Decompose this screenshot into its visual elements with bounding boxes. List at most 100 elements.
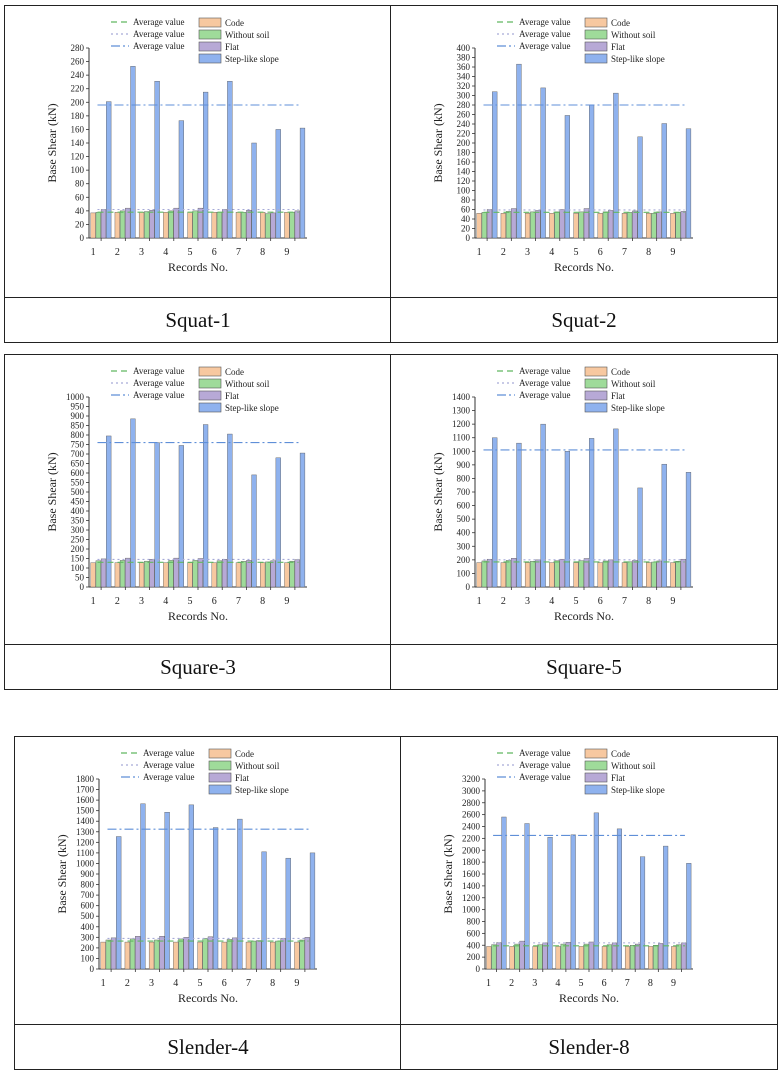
legend-bar-swatch <box>198 41 222 52</box>
legend-label: Step-like slope <box>611 54 665 64</box>
bar <box>524 213 531 239</box>
y-tick-label: 120 <box>71 152 85 162</box>
bar <box>680 558 686 588</box>
legend-label: Step-like slope <box>611 785 665 795</box>
y-tick-label: 400 <box>457 528 471 538</box>
y-tick-label: 1100 <box>76 848 94 858</box>
legend-label: Flat <box>225 42 240 52</box>
y-tick-label: 800 <box>467 917 481 927</box>
legend-bar-swatch <box>208 748 232 759</box>
y-tick-label: 700 <box>71 449 85 459</box>
legend-label: Average value <box>133 378 185 388</box>
legend-label: Code <box>225 18 244 28</box>
y-tick-label: 0 <box>466 233 471 243</box>
y-tick-label: 1800 <box>76 774 95 784</box>
bar <box>651 561 657 588</box>
x-tick-label: 9 <box>284 247 289 258</box>
y-tick-label: 160 <box>71 124 85 134</box>
y-tick-label: 3000 <box>462 786 481 796</box>
x-tick-label: 3 <box>139 596 144 607</box>
y-tick-label: 500 <box>71 487 85 497</box>
x-tick-label: 2 <box>509 978 514 989</box>
bar <box>90 212 96 239</box>
y-tick-label: 20 <box>461 224 471 234</box>
y-tick-label: 40 <box>75 206 85 216</box>
legend-bar-swatch <box>584 17 608 28</box>
bar <box>227 433 233 588</box>
bar <box>129 938 136 970</box>
chart-caption: Slender-4 <box>15 1024 401 1069</box>
bar <box>241 212 247 239</box>
x-tick-label: 7 <box>622 596 627 607</box>
bar <box>256 940 262 970</box>
bar <box>632 560 638 588</box>
bar <box>187 562 193 588</box>
bar-chart: 0204060801001201401601802002202402602803… <box>431 17 693 274</box>
y-tick-label: 120 <box>457 176 471 186</box>
chart-caption: Square-5 <box>391 644 777 689</box>
bar <box>119 210 126 239</box>
bar <box>559 558 565 588</box>
y-tick-label: 100 <box>457 568 471 578</box>
bar <box>481 212 487 239</box>
legend-label: Code <box>611 749 630 759</box>
y-tick-label: 400 <box>457 43 471 53</box>
x-tick-label: 5 <box>574 596 579 607</box>
bar <box>163 212 169 239</box>
bar <box>505 211 512 239</box>
bar <box>637 487 643 588</box>
bar <box>211 562 217 588</box>
bar <box>685 128 692 239</box>
legend-label: Code <box>225 367 244 377</box>
bar <box>653 945 659 970</box>
bar <box>658 943 664 970</box>
legend-label: Average value <box>519 748 571 758</box>
bar <box>110 937 117 970</box>
legend-bar-swatch <box>198 17 222 28</box>
legend-bar-swatch <box>584 402 608 413</box>
bar-chart: 0 20 40 60 80 100 120 140 160 180 200 220 240 260 280 1… <box>45 17 307 274</box>
bar <box>578 211 584 239</box>
bar <box>116 836 122 970</box>
y-tick-label: 1600 <box>462 869 481 879</box>
bar <box>496 942 502 970</box>
x-axis-label: Records No. <box>178 991 238 1005</box>
bar <box>640 856 646 970</box>
bar <box>197 941 203 970</box>
legend-label: Flat <box>225 391 240 401</box>
y-tick-label: 1400 <box>452 392 471 402</box>
legend-bar-swatch <box>584 748 608 759</box>
bar <box>149 559 155 588</box>
x-tick-label: 7 <box>622 247 627 258</box>
bar <box>524 823 530 970</box>
bar <box>670 213 676 239</box>
bar <box>542 942 548 970</box>
bar <box>100 209 107 239</box>
legend-label: Average value <box>133 366 185 376</box>
x-tick-label: 7 <box>236 247 241 258</box>
y-tick-label: 600 <box>81 901 95 911</box>
y-tick-label: 400 <box>467 940 481 950</box>
y-tick-label: 2600 <box>462 810 481 820</box>
y-tick-label: 600 <box>467 928 481 938</box>
x-tick-label: 2 <box>115 596 120 607</box>
bar <box>505 560 512 588</box>
y-tick-label: 340 <box>457 72 471 82</box>
y-tick-label: 300 <box>457 541 471 551</box>
y-tick-label: 280 <box>71 43 85 53</box>
bar <box>211 212 217 239</box>
bar <box>222 209 228 239</box>
bar <box>578 946 584 970</box>
chart-panel-square-5: 0 100 200 300 400 500 600 700 800 900 1000 1100 1200… <box>390 354 778 690</box>
bar <box>270 941 276 970</box>
bar <box>637 136 643 239</box>
y-tick-label: 800 <box>81 880 95 890</box>
x-tick-label: 4 <box>173 978 178 989</box>
y-tick-label: 600 <box>457 501 471 511</box>
legend-label: Step-like slope <box>225 403 279 413</box>
bar <box>564 451 570 588</box>
legend-bar-swatch <box>198 378 222 389</box>
bar <box>251 474 257 588</box>
bar <box>554 211 560 239</box>
